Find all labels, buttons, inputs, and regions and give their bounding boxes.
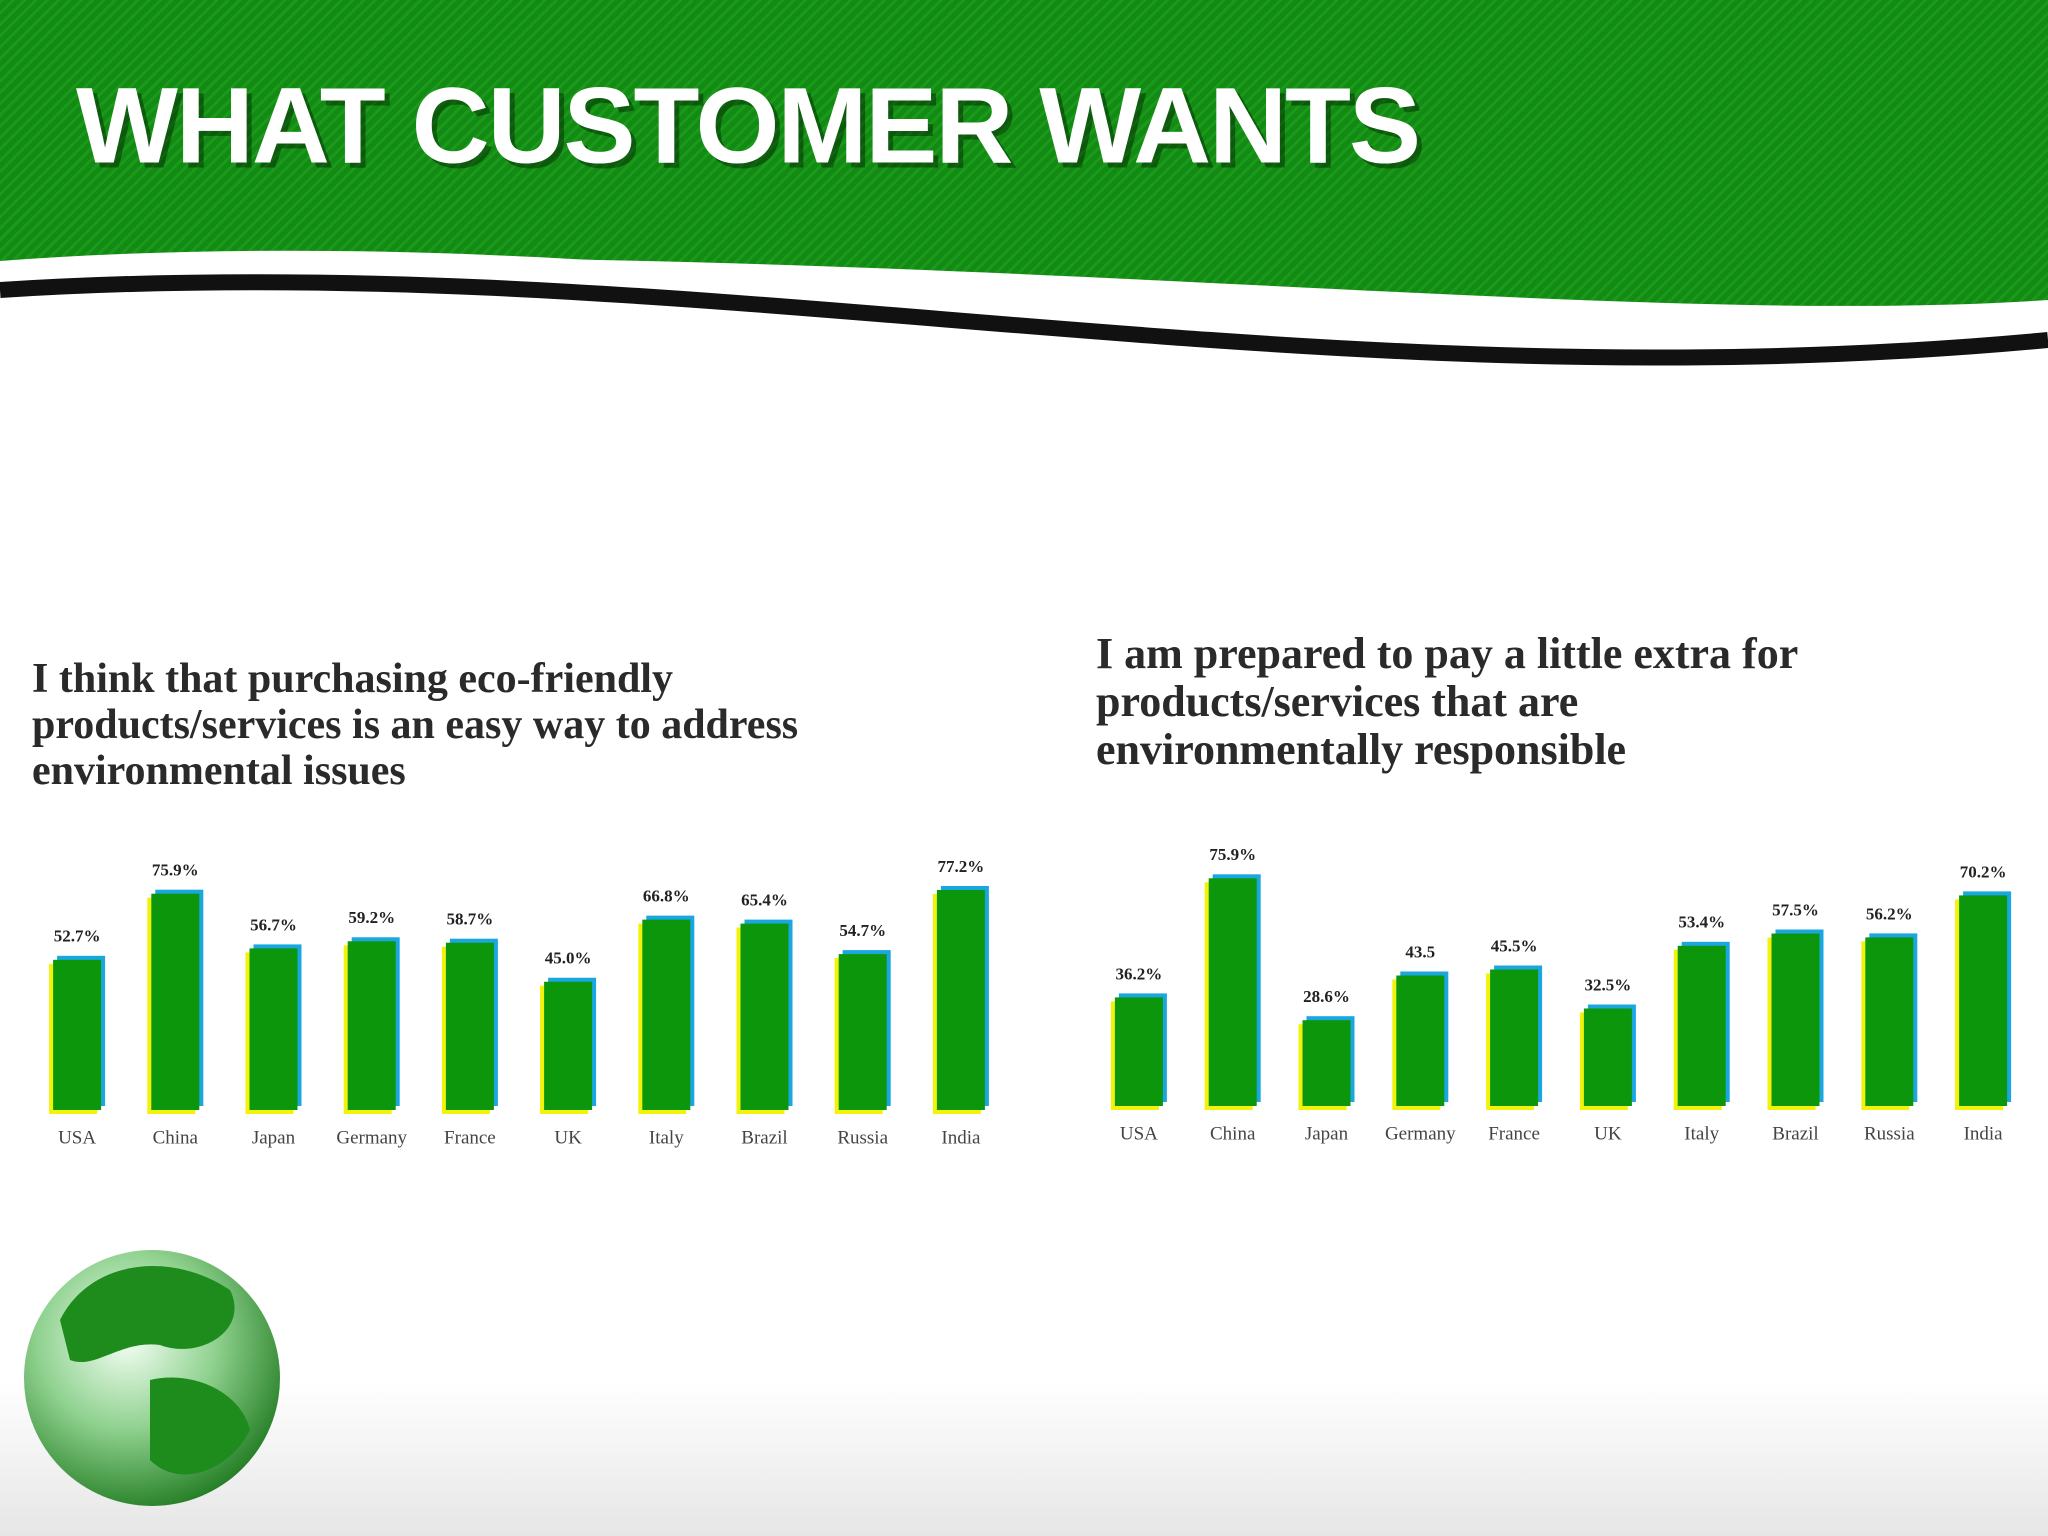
bar — [1865, 937, 1914, 1106]
bar — [151, 893, 200, 1110]
x-tick-label: Japan — [1305, 1123, 1349, 1144]
value-label: 54.7% — [839, 921, 886, 940]
value-label: 58.7% — [447, 910, 494, 929]
x-tick-label: India — [941, 1127, 981, 1148]
value-label: 75.9% — [152, 861, 199, 880]
header-band — [0, 0, 2048, 306]
bar — [838, 954, 887, 1110]
slide-title: WHAT CUSTOMER WANTS — [76, 65, 1421, 186]
value-label: 53.4% — [1678, 913, 1725, 932]
value-label: 28.6% — [1303, 987, 1350, 1006]
bar — [1490, 969, 1539, 1106]
bar — [1677, 945, 1726, 1106]
value-label: 43.5 — [1405, 942, 1435, 961]
bar — [740, 923, 789, 1110]
value-label: 45.5% — [1491, 936, 1538, 955]
value-label: 59.2% — [348, 908, 395, 927]
value-label: 56.7% — [250, 915, 297, 934]
x-tick-label: India — [1964, 1123, 2004, 1144]
bar — [347, 941, 396, 1110]
value-label: 52.7% — [54, 927, 101, 946]
x-tick-label: USA — [58, 1127, 96, 1148]
x-tick-label: UK — [1594, 1123, 1622, 1144]
bar — [53, 959, 102, 1110]
globe-land — [60, 1266, 235, 1363]
value-label: 65.4% — [741, 891, 788, 910]
bar — [544, 981, 593, 1110]
chart-title: I think that purchasing eco-friendly pro… — [32, 656, 799, 794]
bar — [1114, 997, 1163, 1106]
bar — [1208, 878, 1257, 1106]
x-tick-label: USA — [1120, 1123, 1158, 1144]
header-wave-white — [0, 250, 2048, 341]
bar — [249, 948, 298, 1110]
bar — [1302, 1020, 1351, 1106]
x-tick-label: China — [1210, 1123, 1256, 1144]
x-tick-label: Brazil — [1772, 1123, 1818, 1144]
x-tick-label: Italy — [649, 1127, 684, 1148]
x-tick-label: France — [444, 1127, 496, 1148]
bar — [642, 919, 691, 1110]
x-tick-label: Russia — [837, 1127, 888, 1148]
value-label: 56.2% — [1866, 904, 1913, 923]
value-label: 75.9% — [1209, 845, 1256, 864]
globe-land — [150, 1377, 250, 1475]
value-label: 32.5% — [1585, 975, 1632, 994]
value-label: 36.2% — [1116, 964, 1163, 983]
bar — [936, 889, 985, 1110]
value-label: 45.0% — [545, 949, 592, 968]
x-tick-label: Brazil — [741, 1127, 787, 1148]
x-tick-label: France — [1488, 1123, 1540, 1144]
value-label: 57.5% — [1772, 900, 1819, 919]
bar — [1396, 975, 1445, 1106]
title-shadow: WHAT CUSTOMER WANTS — [81, 70, 1426, 191]
bar — [1959, 895, 2008, 1106]
bar — [1583, 1008, 1632, 1106]
x-tick-label: Germany — [336, 1127, 407, 1148]
x-tick-label: Italy — [1684, 1123, 1719, 1144]
bar — [1771, 933, 1820, 1106]
x-tick-label: Germany — [1385, 1123, 1456, 1144]
header-wave-black — [0, 274, 2048, 366]
x-tick-label: China — [153, 1127, 199, 1148]
value-label: 70.2% — [1960, 862, 2007, 881]
globe — [24, 1250, 280, 1506]
charts: 52.7% USA 75.9% China 56.7% Japan 59.2% Germany… — [49, 845, 2012, 1148]
floor-shade — [0, 1380, 2048, 1536]
bar — [445, 942, 494, 1110]
x-tick-label: Japan — [252, 1127, 296, 1148]
value-label: 77.2% — [938, 857, 985, 876]
x-tick-label: Russia — [1864, 1123, 1915, 1144]
value-label: 66.8% — [643, 887, 690, 906]
chart-title: I am prepared to pay a little extra for … — [1096, 629, 1798, 774]
x-tick-label: UK — [554, 1127, 582, 1148]
